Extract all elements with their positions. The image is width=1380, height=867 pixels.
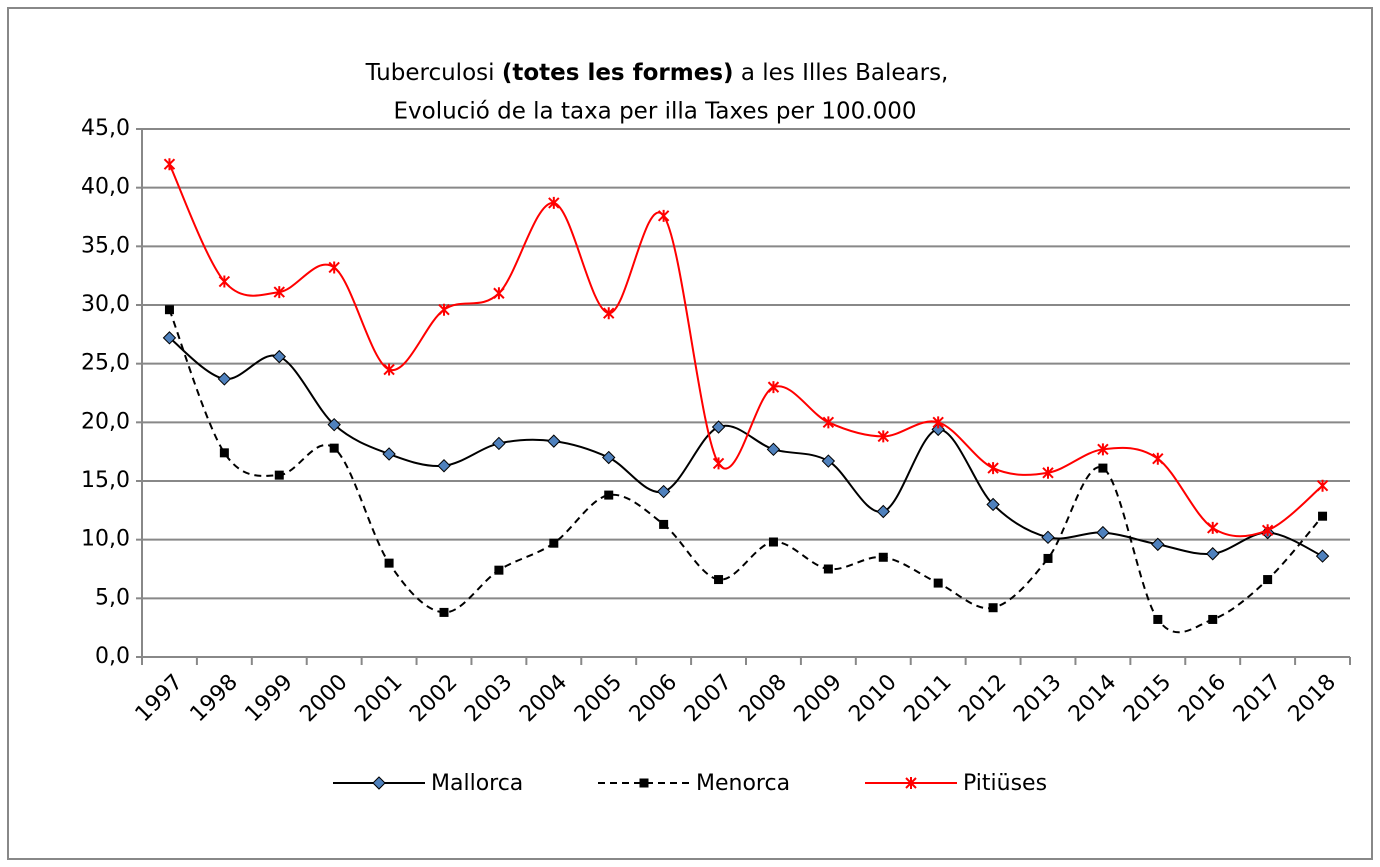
marker xyxy=(1208,614,1218,624)
marker xyxy=(1263,575,1273,585)
marker xyxy=(1043,553,1053,563)
marker xyxy=(1206,547,1220,561)
marker xyxy=(657,209,670,222)
marker xyxy=(383,363,395,376)
marker xyxy=(218,275,231,288)
marker xyxy=(823,564,833,574)
y-tick-label: 0,0 xyxy=(95,644,130,669)
y-tick-label: 20,0 xyxy=(81,409,130,434)
marker xyxy=(1042,466,1054,479)
y-tick-label: 10,0 xyxy=(81,527,130,552)
marker xyxy=(639,778,649,788)
chart-title: Tuberculosi (totes les formes) a les Ill… xyxy=(365,60,949,86)
marker xyxy=(219,448,229,458)
marker xyxy=(1096,525,1110,540)
legend-label: Pitiüses xyxy=(963,771,1047,796)
marker xyxy=(493,287,505,300)
y-tick-label: 30,0 xyxy=(81,292,130,317)
marker xyxy=(164,305,174,315)
marker xyxy=(1153,614,1163,624)
marker xyxy=(1041,530,1055,545)
marker xyxy=(656,484,671,499)
title-part: a les Illes Balears, xyxy=(741,60,949,86)
marker xyxy=(547,434,561,448)
y-tick-label: 5,0 xyxy=(95,585,130,610)
marker xyxy=(988,603,998,613)
marker xyxy=(438,303,450,316)
marker xyxy=(162,331,177,345)
marker xyxy=(821,454,836,468)
marker xyxy=(905,777,917,789)
marker xyxy=(603,307,615,320)
marker xyxy=(1315,549,1330,563)
marker xyxy=(1151,537,1165,552)
marker xyxy=(877,430,889,443)
marker xyxy=(878,552,888,562)
y-tick-label: 35,0 xyxy=(81,233,130,258)
marker xyxy=(437,459,451,473)
marker xyxy=(987,462,999,475)
marker xyxy=(329,443,339,453)
series-line xyxy=(168,309,1324,634)
marker xyxy=(273,286,285,299)
marker xyxy=(766,442,781,457)
marker xyxy=(1316,479,1329,492)
marker xyxy=(327,417,341,432)
marker xyxy=(932,416,944,429)
marker xyxy=(822,416,835,429)
marker xyxy=(328,261,340,274)
title-part: Tuberculosi xyxy=(365,60,495,86)
marker xyxy=(492,436,506,451)
series-line xyxy=(168,337,1323,558)
marker xyxy=(372,776,386,790)
marker xyxy=(604,490,614,500)
marker xyxy=(548,196,560,209)
chart-subtitle: Evolució de la taxa per illa Taxes per 1… xyxy=(394,99,917,125)
y-tick-label: 40,0 xyxy=(81,175,130,200)
marker xyxy=(876,504,890,519)
legend-label: Menorca xyxy=(696,771,790,796)
marker xyxy=(659,519,669,529)
legend-label: Mallorca xyxy=(431,771,523,796)
marker xyxy=(1098,463,1108,473)
marker xyxy=(217,372,232,386)
marker xyxy=(714,575,724,585)
marker xyxy=(711,420,726,434)
marker xyxy=(1261,524,1274,537)
marker xyxy=(274,470,284,480)
chart-frame xyxy=(7,7,1373,860)
y-tick-label: 45,0 xyxy=(81,116,130,141)
title-part: (totes les formes) xyxy=(502,60,734,86)
marker xyxy=(272,349,286,364)
marker xyxy=(767,381,780,394)
y-tick-label: 15,0 xyxy=(81,468,130,493)
marker xyxy=(382,447,396,461)
marker xyxy=(1318,511,1328,521)
marker xyxy=(163,158,176,171)
y-tick-label: 25,0 xyxy=(81,351,130,376)
marker xyxy=(986,497,1000,512)
marker xyxy=(1207,521,1219,534)
marker xyxy=(933,578,943,588)
marker xyxy=(602,450,616,465)
marker xyxy=(439,607,449,617)
marker xyxy=(768,537,778,547)
marker xyxy=(494,565,504,575)
marker xyxy=(1097,443,1109,456)
marker xyxy=(549,538,559,548)
marker xyxy=(712,457,725,470)
marker xyxy=(1152,452,1164,465)
marker xyxy=(384,558,394,568)
